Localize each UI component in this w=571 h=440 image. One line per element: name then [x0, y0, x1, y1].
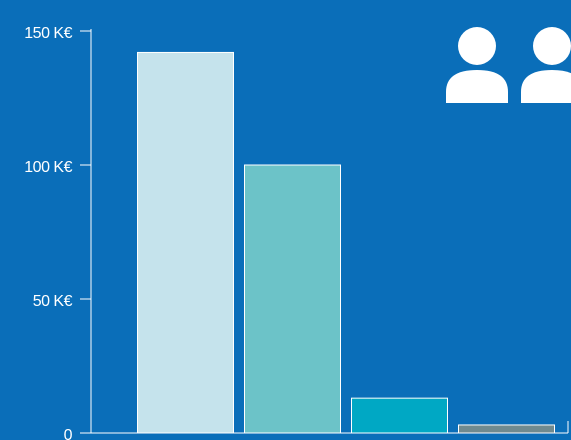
bar	[351, 397, 448, 434]
y-tick-label: 0	[64, 427, 73, 440]
bar	[244, 164, 341, 434]
bar	[137, 51, 234, 434]
y-tick-label: 50 K€	[33, 293, 73, 310]
bar	[458, 424, 555, 434]
y-tick-label: 100 K€	[24, 159, 72, 176]
y-tick-label: 150 K€	[24, 25, 72, 42]
users-icon	[446, 27, 571, 103]
